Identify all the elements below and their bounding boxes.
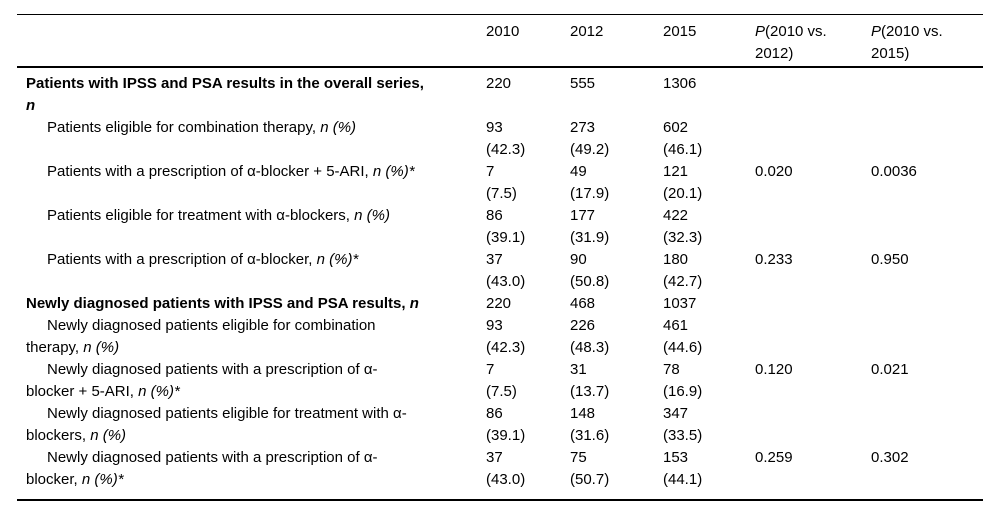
cell-2015: 153 (44.1)	[663, 449, 703, 488]
table-row: Patients with a prescription of α-blocke…	[17, 249, 983, 293]
cell-2012: 226 (48.3)	[570, 317, 610, 356]
cell-2012: 273 (49.2)	[570, 119, 610, 158]
row-label: Newly diagnosed patients with a prescrip…	[26, 449, 378, 488]
cell-p-2010-2012: 0.233	[755, 251, 793, 268]
column-header-p-2010-2015: P(2010 vs. 2015)	[871, 14, 983, 68]
row-label: Patients with IPSS and PSA results in th…	[26, 75, 424, 114]
table-row: Newly diagnosed patients eligible for tr…	[17, 403, 983, 447]
row-label: Patients with a prescription of α-blocke…	[47, 163, 415, 180]
cell-p-2010-2012: 0.020	[755, 163, 793, 180]
row-label: Patients eligible for treatment with α-b…	[47, 207, 390, 224]
cell-p-2010-2015	[871, 315, 983, 359]
cell-2012: 555	[570, 75, 596, 92]
cell-2015: 180 (42.7)	[663, 251, 703, 290]
cell-2010: 86 (39.1)	[486, 405, 526, 444]
table-row: Newly diagnosed patients with IPSS and P…	[17, 293, 983, 315]
cell-2010: 93 (42.3)	[486, 119, 526, 158]
cell-p-2010-2015	[871, 293, 983, 315]
table-row: Newly diagnosed patients with a prescrip…	[17, 359, 983, 403]
cell-2012: 90 (50.8)	[570, 251, 610, 290]
cell-p-2010-2012: 0.259	[755, 449, 793, 466]
table-row: Newly diagnosed patients with a prescrip…	[17, 447, 983, 500]
column-header-p-2010-2012: P(2010 vs. 2012)	[755, 14, 871, 68]
cell-2012: 468	[570, 295, 596, 312]
cell-2015: 422 (32.3)	[663, 207, 703, 246]
cell-p-2010-2012	[755, 293, 871, 315]
cell-2012: 148 (31.6)	[570, 405, 610, 444]
p-symbol: P	[871, 23, 882, 40]
cell-2015: 121 (20.1)	[663, 163, 703, 202]
cell-p-2010-2012: 0.120	[755, 361, 793, 378]
cell-2010: 93 (42.3)	[486, 317, 526, 356]
cell-p-2010-2015	[871, 117, 983, 161]
cell-p-2010-2012	[755, 315, 871, 359]
cell-p-2010-2015	[871, 403, 983, 447]
cell-p-2010-2015: 0.0036	[871, 163, 917, 180]
row-label: Newly diagnosed patients with IPSS and P…	[26, 295, 419, 312]
cell-2010: 220	[486, 75, 512, 92]
cell-p-2010-2012	[755, 117, 871, 161]
cell-2015: 347 (33.5)	[663, 405, 703, 444]
cell-p-2010-2015: 0.950	[871, 251, 909, 268]
cell-2012: 31 (13.7)	[570, 361, 610, 400]
column-header-2012: 2012	[570, 14, 663, 68]
cell-p-2010-2015: 0.021	[871, 361, 909, 378]
cell-2012: 177 (31.9)	[570, 207, 610, 246]
row-label: Patients with a prescription of α-blocke…	[47, 251, 359, 268]
cell-2012: 49 (17.9)	[570, 163, 610, 202]
cell-2010: 86 (39.1)	[486, 207, 526, 246]
cell-p-2010-2012	[755, 403, 871, 447]
p-symbol: P	[755, 23, 766, 40]
cell-2010: 220	[486, 295, 512, 312]
cell-p-2010-2015: 0.302	[871, 449, 909, 466]
cell-2010: 7 (7.5)	[486, 163, 517, 202]
cell-2015: 78 (16.9)	[663, 361, 703, 400]
cell-2010: 37 (43.0)	[486, 449, 526, 488]
column-header-2015: 2015	[663, 14, 755, 68]
row-label: Newly diagnosed patients with a prescrip…	[26, 361, 378, 400]
column-header-empty	[17, 14, 486, 68]
cell-2010: 37 (43.0)	[486, 251, 526, 290]
table-row: Patients eligible for treatment with α-b…	[17, 205, 983, 249]
table-row: Patients with a prescription of α-blocke…	[17, 161, 983, 205]
header-row: 2010 2012 2015 P(2010 vs. 2012) P(2010 v…	[17, 14, 983, 68]
table-row: Newly diagnosed patients eligible for co…	[17, 315, 983, 359]
cell-p-2010-2012	[755, 205, 871, 249]
column-header-2010: 2010	[486, 14, 570, 68]
row-label: Patients eligible for combination therap…	[47, 119, 357, 136]
cell-p-2010-2012	[755, 67, 871, 117]
cell-2015: 461 (44.6)	[663, 317, 703, 356]
row-label: Newly diagnosed patients eligible for tr…	[26, 405, 407, 444]
cell-2015: 1037	[663, 295, 697, 312]
row-label: Newly diagnosed patients eligible for co…	[26, 317, 376, 356]
cell-2015: 602 (46.1)	[663, 119, 703, 158]
cell-2015: 1306	[663, 75, 697, 92]
cell-2012: 75 (50.7)	[570, 449, 610, 488]
cell-p-2010-2015	[871, 67, 983, 117]
cell-p-2010-2015	[871, 205, 983, 249]
cell-2010: 7 (7.5)	[486, 361, 517, 400]
table-row: Patients with IPSS and PSA results in th…	[17, 67, 983, 117]
results-table: 2010 2012 2015 P(2010 vs. 2012) P(2010 v…	[17, 14, 983, 501]
table-row: Patients eligible for combination therap…	[17, 117, 983, 161]
